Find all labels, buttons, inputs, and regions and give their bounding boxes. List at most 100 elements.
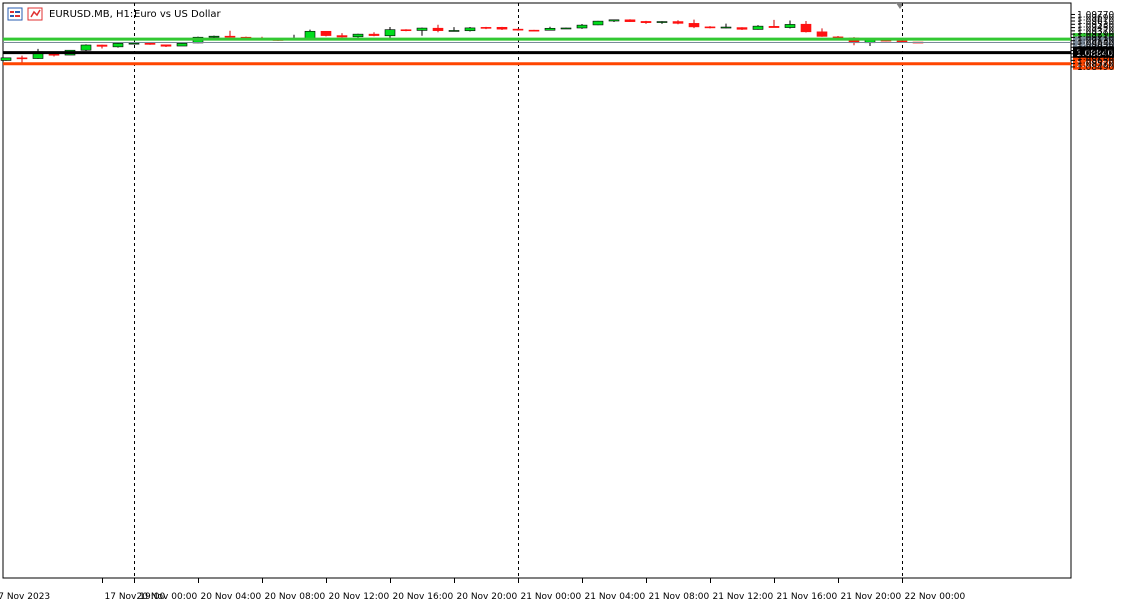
x-tick-label: 21 Nov 00:00 xyxy=(521,592,582,602)
candle-body xyxy=(592,20,604,26)
candle[interactable] xyxy=(640,20,652,24)
candle-body xyxy=(464,27,476,32)
y-tick-label: 1.09450 xyxy=(1077,24,1114,34)
candle[interactable] xyxy=(672,20,684,25)
candle[interactable] xyxy=(544,26,556,31)
x-tick-label: 21 Nov 08:00 xyxy=(649,592,710,602)
candle[interactable] xyxy=(432,24,444,33)
chart-menu-icon[interactable] xyxy=(7,7,23,21)
x-tick-label: 22 Nov 00:00 xyxy=(905,592,966,602)
candle-body xyxy=(432,27,444,31)
candle[interactable] xyxy=(0,57,12,61)
candle-body xyxy=(320,30,332,36)
candle[interactable] xyxy=(80,44,92,51)
candle[interactable] xyxy=(464,26,476,32)
candle-body xyxy=(96,44,108,47)
candle-body xyxy=(176,43,188,47)
candle-body xyxy=(112,43,124,48)
candle[interactable] xyxy=(560,27,572,30)
black-level-price-tag: 1.08840 xyxy=(1073,46,1114,59)
candle[interactable] xyxy=(352,33,364,38)
candle-body xyxy=(624,19,636,22)
candle-body xyxy=(224,35,236,38)
candle[interactable] xyxy=(592,20,604,26)
y-tick-label: 1.09290 xyxy=(1077,30,1114,40)
candle[interactable] xyxy=(528,29,540,32)
price-tag-label: 1.08840 xyxy=(1076,49,1113,59)
candle-body xyxy=(640,21,652,23)
y-tick-label: 1.09210 xyxy=(1077,33,1114,43)
candle-body xyxy=(704,26,716,29)
candle-body xyxy=(208,35,220,38)
candle-body xyxy=(544,27,556,31)
candle[interactable] xyxy=(704,26,716,29)
candle[interactable] xyxy=(512,28,524,31)
x-tick-label: 20 Nov 04:00 xyxy=(201,592,262,602)
chart-frame xyxy=(2,2,1072,579)
y-tick-label: 1.08650 xyxy=(1077,56,1114,66)
symbol-label: EURUSD.MB, H1: xyxy=(49,9,133,20)
candle-body xyxy=(368,33,380,36)
candle[interactable] xyxy=(160,44,172,48)
candle[interactable] xyxy=(320,30,332,37)
candle-body xyxy=(496,26,508,30)
candle[interactable] xyxy=(16,55,28,63)
x-tick-label: 20 Nov 12:00 xyxy=(329,592,390,602)
candle-body xyxy=(720,26,732,29)
x-tick-label: 21 Nov 04:00 xyxy=(585,592,646,602)
candle[interactable] xyxy=(784,20,796,29)
candle[interactable] xyxy=(576,24,588,29)
candle-body xyxy=(336,35,348,38)
candle-body xyxy=(608,19,620,22)
orange-level-price-tag: 1.08569 xyxy=(1073,57,1114,70)
candle-body xyxy=(560,27,572,30)
candle-body xyxy=(160,44,172,47)
y-tick-label: 1.08810 xyxy=(1077,50,1114,60)
candle[interactable] xyxy=(96,44,108,49)
candle-body xyxy=(528,29,540,32)
candle[interactable] xyxy=(384,27,396,39)
candle[interactable] xyxy=(800,21,812,33)
candle[interactable] xyxy=(624,19,636,23)
candle[interactable] xyxy=(416,27,428,36)
candle[interactable] xyxy=(480,26,492,30)
x-tick-label: 20 Nov 08:00 xyxy=(265,592,326,602)
candle[interactable] xyxy=(368,32,380,37)
candle-body xyxy=(304,30,316,39)
candle-body xyxy=(0,57,12,61)
candle[interactable] xyxy=(224,30,236,38)
y-tick-label: 1.09370 xyxy=(1077,27,1114,37)
candle-body xyxy=(784,24,796,28)
candle[interactable] xyxy=(448,27,460,32)
y-tick-label: 1.09130 xyxy=(1077,37,1114,47)
candle[interactable] xyxy=(608,19,620,23)
candle[interactable] xyxy=(688,19,700,29)
y-tick-label: 1.09530 xyxy=(1077,20,1114,30)
x-tick-label: 17 Nov 19:00 xyxy=(105,592,166,602)
candle[interactable] xyxy=(816,28,828,37)
x-tick-label: 20 Nov 16:00 xyxy=(393,592,454,602)
candle[interactable] xyxy=(768,19,780,28)
bid-line-price-tag: 1.09085 xyxy=(1073,36,1114,49)
candle-body xyxy=(144,42,156,45)
candle[interactable] xyxy=(400,29,412,32)
price-tag-label: 1.08569 xyxy=(1076,60,1113,70)
y-tick-label: 1.09690 xyxy=(1077,14,1114,24)
candle[interactable] xyxy=(336,33,348,38)
candle[interactable] xyxy=(176,43,188,47)
candle-body xyxy=(384,29,396,37)
x-tick-label: 21 Nov 12:00 xyxy=(713,592,774,602)
candle[interactable] xyxy=(752,25,764,30)
candle[interactable] xyxy=(656,21,668,24)
one-click-trading-icon[interactable] xyxy=(27,7,43,21)
candle[interactable] xyxy=(496,26,508,31)
candle[interactable] xyxy=(720,23,732,29)
candle-body xyxy=(400,29,412,32)
y-tick-label: 1.08490 xyxy=(1077,63,1114,73)
candle[interactable] xyxy=(736,27,748,31)
candle-body xyxy=(752,25,764,30)
candle-body xyxy=(816,31,828,37)
candle[interactable] xyxy=(112,42,124,48)
y-tick-label: 1.09610 xyxy=(1077,17,1114,27)
